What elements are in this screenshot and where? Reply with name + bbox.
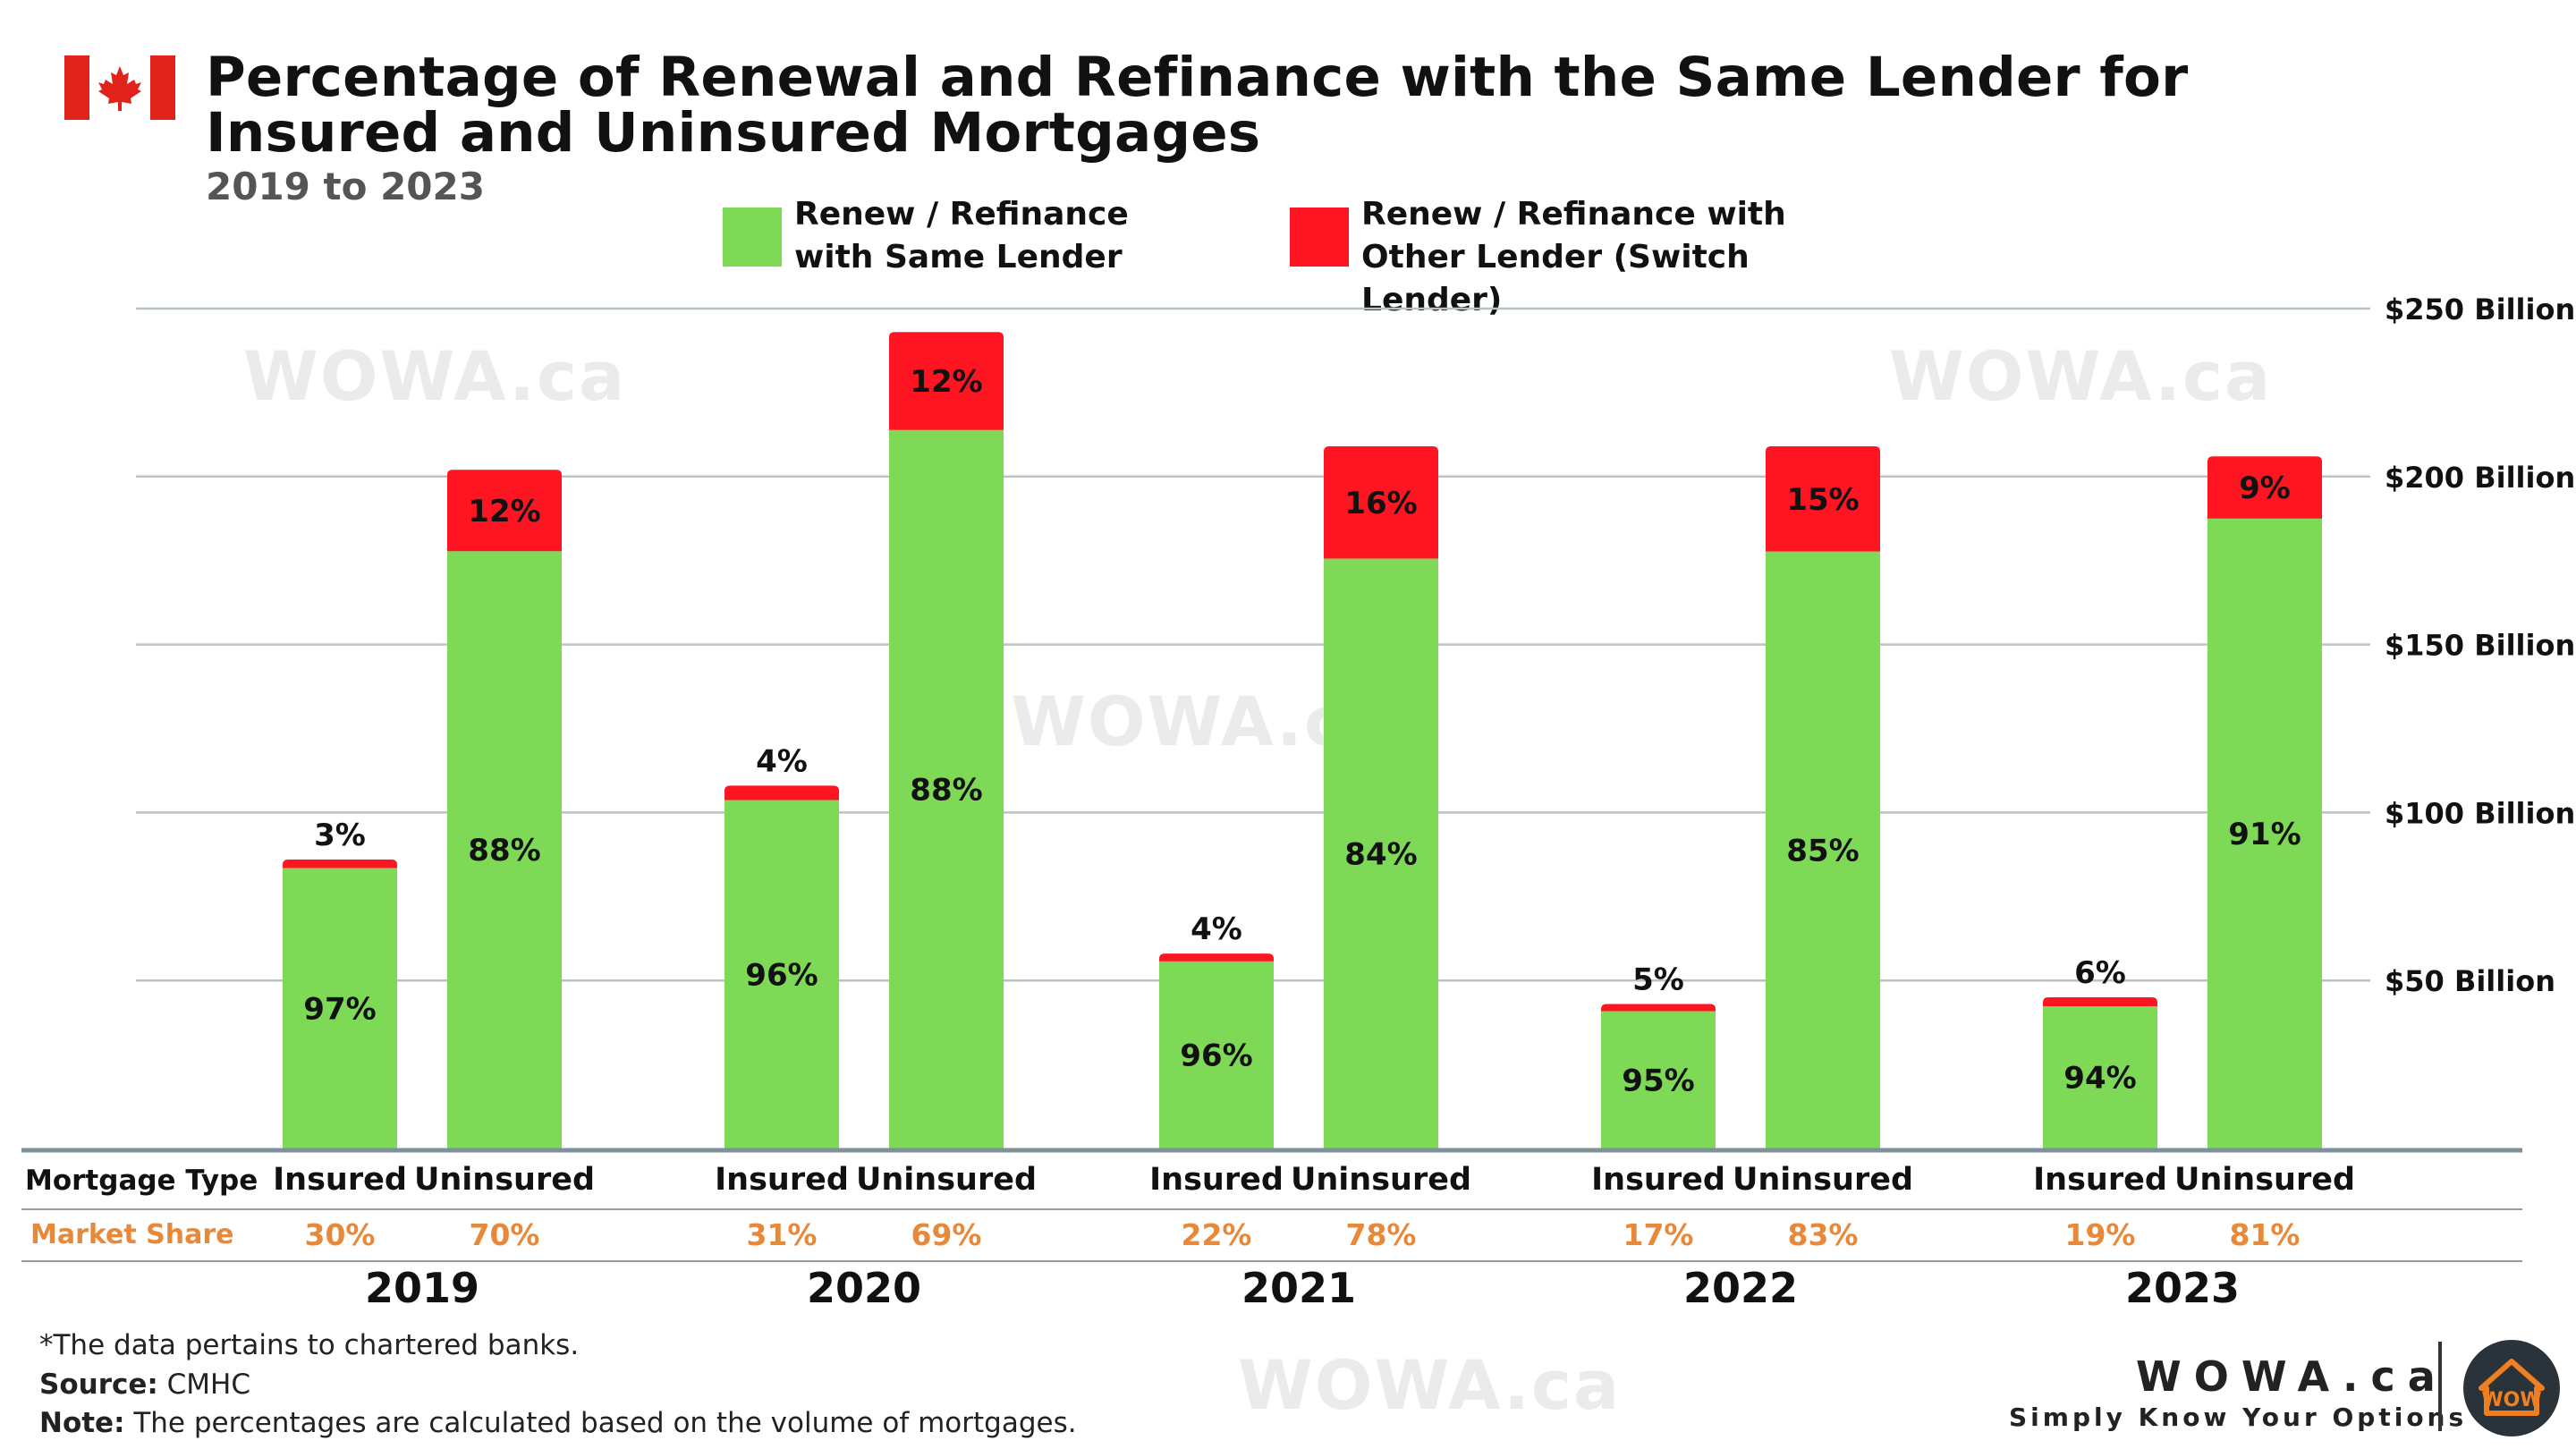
data-label-other-lender: 15% (1786, 482, 1859, 518)
market-share-value: 78% (1346, 1217, 1417, 1252)
market-share-value: 30% (305, 1217, 376, 1252)
bar-segment-other-lender (283, 859, 397, 869)
footnote-source: Source: CMHC (39, 1368, 250, 1401)
y-tick-label: $100 Billion (2385, 796, 2575, 830)
market-share-value: 17% (1623, 1217, 1694, 1252)
source-label: Source: (39, 1368, 158, 1401)
brand-tagline: Simply Know Your Options (2009, 1402, 2468, 1432)
bar-segment-same-lender (1324, 558, 1438, 1148)
wowa-logo-icon: WOW (2463, 1340, 2560, 1436)
data-label-same-lender: 97% (303, 991, 376, 1027)
data-label-same-lender: 96% (745, 957, 818, 993)
market-share-value: 31% (747, 1217, 818, 1252)
bar-segment-other-lender (1159, 953, 1274, 962)
x-tick-label-year: 2021 (1241, 1264, 1356, 1312)
bar-segment-other-lender (1601, 1004, 1716, 1012)
data-label-other-lender: 3% (314, 818, 366, 853)
data-label-same-lender: 96% (1180, 1038, 1252, 1073)
x-tick-label-year: 2023 (2125, 1264, 2240, 1312)
data-label-other-lender: 12% (468, 494, 540, 530)
chart-title: Percentage of Renewal and Refinance with… (206, 46, 2189, 165)
market-share-value: 19% (2065, 1217, 2136, 1252)
market-share-value: 83% (1788, 1217, 1859, 1252)
market-share-value: 69% (911, 1217, 982, 1252)
watermark: WOWA.ca (243, 336, 627, 416)
mortgage-type-label: Uninsured (1291, 1162, 1471, 1198)
bar-segment-other-lender (889, 332, 1004, 430)
bar-segment-same-lender (283, 868, 397, 1148)
bar-segment-same-lender (889, 429, 1004, 1148)
canada-flag-icon (64, 55, 175, 120)
mortgage-type-label: Insured (273, 1162, 407, 1198)
mortgage-type-label: Uninsured (1733, 1162, 1913, 1198)
market-share-value: 81% (2230, 1217, 2301, 1252)
footnote-chartered-banks: *The data pertains to chartered banks. (39, 1329, 580, 1361)
row-label-market-share: Market Share (30, 1219, 234, 1250)
y-tick-label: $250 Billion (2385, 292, 2575, 326)
data-label-other-lender: 6% (2074, 955, 2126, 991)
mortgage-type-label: Uninsured (856, 1162, 1037, 1198)
mortgage-type-label: Insured (2033, 1162, 2167, 1198)
footnote-note: Note: The percentages are calculated bas… (39, 1407, 1077, 1439)
mortgage-type-label: Uninsured (2174, 1162, 2355, 1198)
legend-swatch-same-lender (723, 208, 782, 267)
chart-subtitle: 2019 to 2023 (206, 165, 485, 208)
data-label-same-lender: 94% (2063, 1061, 2136, 1097)
data-label-same-lender: 85% (1786, 833, 1859, 869)
bar-segment-same-lender (1159, 961, 1274, 1148)
y-tick-label: $150 Billion (2385, 629, 2575, 663)
source-value: CMHC (166, 1368, 250, 1401)
data-label-other-lender: 16% (1344, 486, 1417, 521)
data-label-same-lender: 95% (1622, 1063, 1694, 1098)
bar-segment-same-lender (2207, 518, 2322, 1148)
data-label-other-lender: 5% (1632, 962, 1684, 997)
watermark: WOWA.ca (1889, 336, 2273, 416)
mortgage-type-label: Insured (715, 1162, 849, 1198)
bar-segment-other-lender (447, 470, 562, 552)
x-tick-label-year: 2020 (807, 1264, 921, 1312)
legend-label-same-lender: Renew / Refinance with Same Lender (794, 196, 1129, 275)
bar-segment-same-lender (724, 800, 839, 1148)
brand-name: WOWA.ca (2136, 1352, 2448, 1401)
data-label-other-lender: 12% (910, 364, 982, 400)
data-label-same-lender: 84% (1344, 836, 1417, 872)
data-label-same-lender: 88% (910, 772, 982, 808)
data-label-other-lender: 4% (756, 743, 808, 779)
bar-segment-other-lender (2207, 456, 2322, 519)
mortgage-type-label: Insured (1591, 1162, 1725, 1198)
bar-segment-other-lender (1766, 445, 1880, 552)
data-label-same-lender: 88% (468, 833, 540, 869)
bar-segment-other-lender (724, 785, 839, 801)
market-share-value: 22% (1182, 1217, 1252, 1252)
x-tick-label-year: 2022 (1683, 1264, 1798, 1312)
bar-segment-same-lender (1766, 551, 1880, 1148)
x-tick-label-year: 2019 (365, 1264, 479, 1312)
note-label: Note: (39, 1407, 125, 1439)
bar-segment-same-lender (447, 551, 562, 1148)
data-label-other-lender: 9% (2239, 470, 2291, 506)
legend-swatch-other-lender (1290, 208, 1349, 267)
data-label-same-lender: 91% (2228, 817, 2301, 852)
note-value: The percentages are calculated based on … (133, 1407, 1077, 1439)
mortgage-type-label: Uninsured (414, 1162, 595, 1198)
brand-divider (2438, 1342, 2442, 1431)
bar-segment-other-lender (2043, 996, 2157, 1007)
bar-segment-same-lender (2043, 1006, 2157, 1148)
data-label-other-lender: 4% (1191, 911, 1242, 947)
bar-segment-other-lender (1324, 445, 1438, 559)
watermark: WOWA.ca (1238, 1345, 1622, 1425)
logo-text: WOW (2481, 1389, 2541, 1411)
mortgage-type-label: Insured (1149, 1162, 1284, 1198)
y-tick-label: $200 Billion (2385, 461, 2575, 495)
legend-label-other-lender: Renew / Refinance with Other Lender (Swi… (1361, 196, 1786, 318)
y-tick-label: $50 Billion (2385, 964, 2555, 998)
row-label-mortgage-type: Mortgage Type (25, 1165, 258, 1197)
bar-segment-same-lender (1601, 1011, 1716, 1148)
market-share-value: 70% (470, 1217, 540, 1252)
